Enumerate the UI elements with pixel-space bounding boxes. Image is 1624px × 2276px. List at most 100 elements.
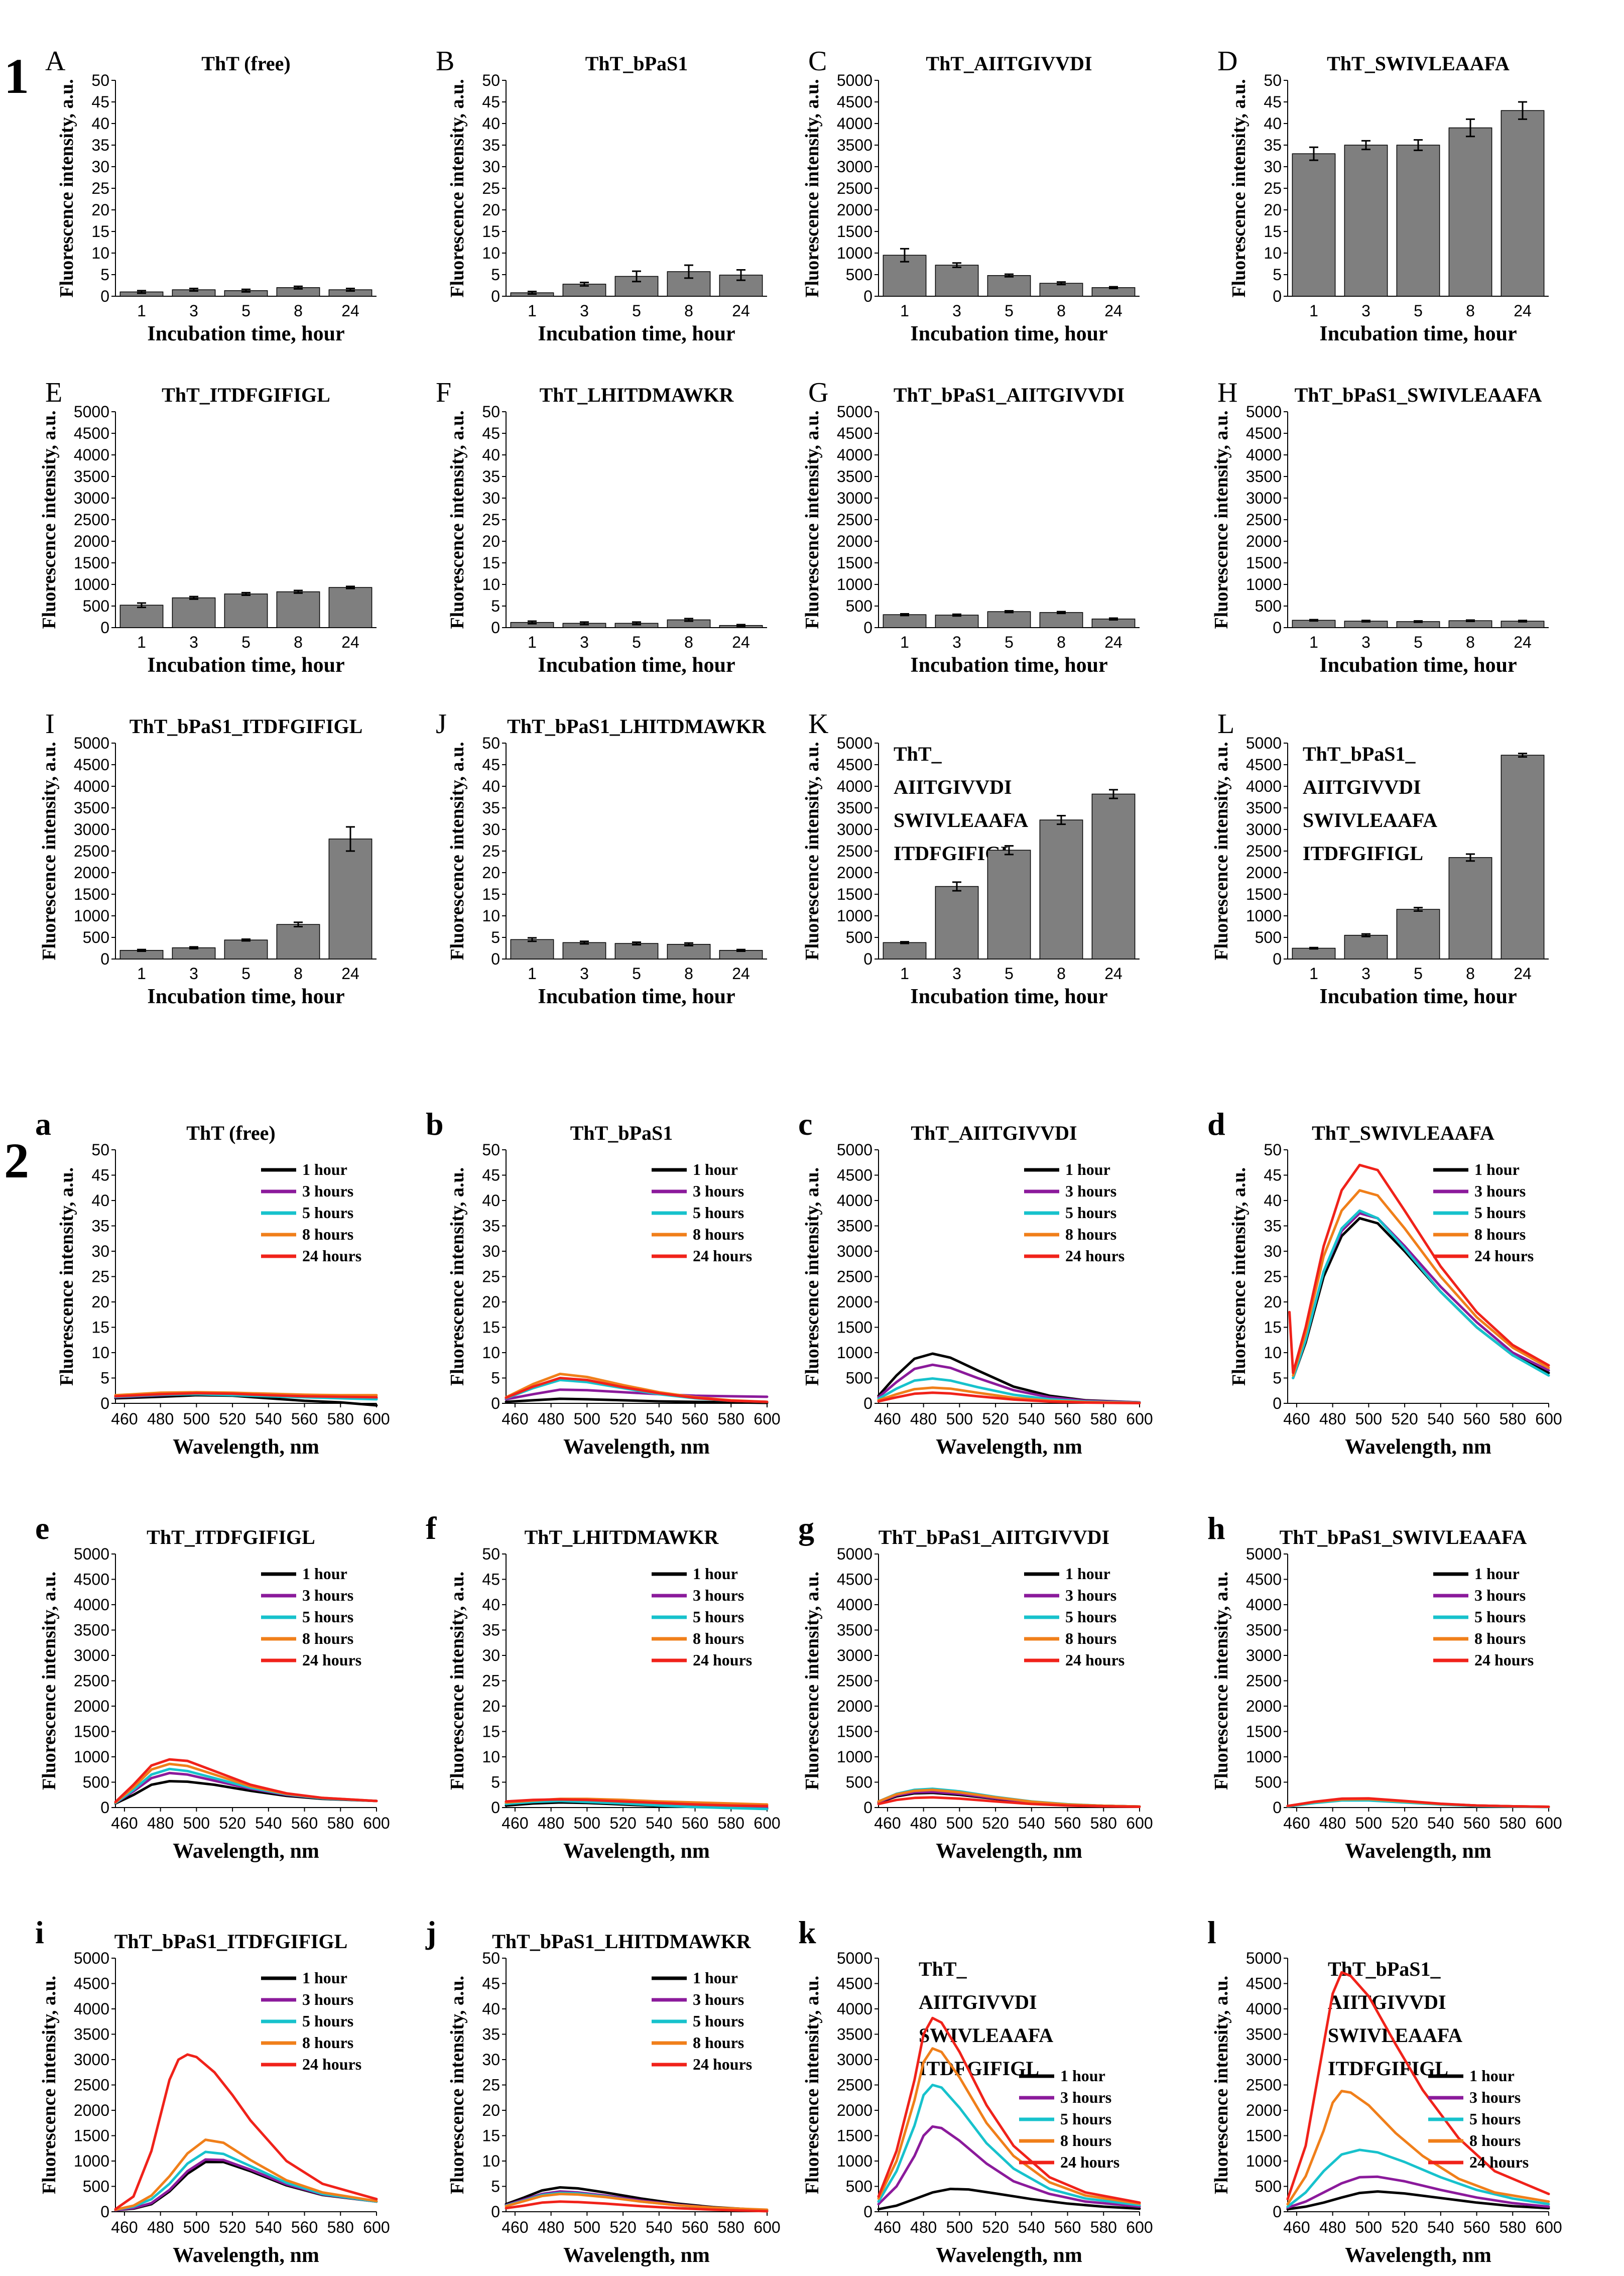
x-axis-label: Incubation time, hour xyxy=(147,322,344,345)
x-tick-label: 480 xyxy=(147,2218,174,2236)
x-tick-label: 3 xyxy=(952,302,961,320)
y-tick-label: 4500 xyxy=(1246,1571,1282,1589)
y-tick-label: 2500 xyxy=(74,511,109,529)
bar xyxy=(1344,145,1388,297)
y-tick-label: 40 xyxy=(482,1596,500,1614)
x-tick-label: 580 xyxy=(718,1814,744,1832)
x-tick-label: 5 xyxy=(1414,965,1423,983)
y-tick-label: 10 xyxy=(1264,244,1282,262)
series-line xyxy=(877,2047,1141,2205)
x-axis-label: Incubation time, hour xyxy=(910,322,1107,345)
y-tick-label: 4500 xyxy=(837,1166,872,1184)
y-tick-label: 500 xyxy=(846,1773,872,1791)
legend-label: 24 hours xyxy=(693,1247,752,1265)
panel-label: k xyxy=(798,1914,816,1950)
y-tick-label: 25 xyxy=(91,1268,109,1286)
x-tick-label: 480 xyxy=(910,2218,937,2236)
x-tick-label: 5 xyxy=(632,633,641,651)
y-tick-label: 3500 xyxy=(1246,467,1282,486)
bar xyxy=(1039,612,1083,628)
x-tick-label: 8 xyxy=(1466,633,1475,651)
y-tick-label: 0 xyxy=(863,2203,872,2221)
x-tick-label: 1 xyxy=(1309,965,1318,983)
y-tick-label: 1500 xyxy=(837,885,872,903)
y-tick-label: 25 xyxy=(1264,1268,1282,1286)
y-tick-label: 2500 xyxy=(837,511,872,529)
legend-label: 3 hours xyxy=(1474,1586,1526,1604)
y-tick-label: 35 xyxy=(91,136,109,154)
y-tick-label: 3000 xyxy=(1246,2051,1282,2069)
panel-E: E ThT_ITDFGIFIGL 0 500 1000 1500 2000 2500 3000 3… xyxy=(39,377,377,677)
series-line xyxy=(114,1758,378,1804)
panel-title: ThT_ITDFGIFIGL xyxy=(162,384,330,406)
y-tick-label: 25 xyxy=(482,1672,500,1690)
legend-label: 5 hours xyxy=(302,1204,353,1222)
y-tick-label: 5000 xyxy=(1246,1545,1282,1563)
x-tick-label: 520 xyxy=(1391,1814,1418,1832)
y-axis-label: Fluorescence intensity, a.u. xyxy=(39,410,60,629)
legend-label: 8 hours xyxy=(1065,1629,1116,1647)
x-tick-label: 460 xyxy=(111,1410,138,1428)
y-tick-label: 1000 xyxy=(1246,2152,1282,2170)
x-tick-label: 460 xyxy=(874,1410,901,1428)
y-tick-label: 1500 xyxy=(74,2127,109,2145)
panel-e: e ThT_ITDFGIFIGL 0 500 1000 1500 2000 2500 3000 3… xyxy=(35,1510,390,1863)
y-tick-label: 1500 xyxy=(1246,885,1282,903)
x-tick-label: 8 xyxy=(294,633,303,651)
x-tick-label: 24 xyxy=(341,302,359,320)
y-tick-label: 30 xyxy=(482,820,500,838)
legend-label: 1 hour xyxy=(1065,1160,1110,1178)
x-axis-label: Incubation time, hour xyxy=(1319,322,1517,345)
y-tick-label: 40 xyxy=(1264,1191,1282,1210)
x-tick-label: 24 xyxy=(1104,302,1122,320)
series-line xyxy=(505,2200,769,2213)
y-tick-label: 5 xyxy=(491,597,500,615)
panel-title: SWIVLEAAFA xyxy=(919,2024,1053,2047)
bar xyxy=(1344,934,1388,960)
y-tick-label: 10 xyxy=(482,575,500,593)
x-tick-label: 24 xyxy=(732,302,750,320)
y-tick-label: 4000 xyxy=(837,777,872,795)
y-tick-label: 4500 xyxy=(74,1975,109,1993)
series-line xyxy=(1286,1797,1550,1808)
x-axis-label: Wavelength, nm xyxy=(1345,2244,1491,2267)
y-tick-label: 20 xyxy=(1264,201,1282,219)
y-tick-label: 5000 xyxy=(74,1949,109,1967)
bar xyxy=(1091,793,1136,960)
y-tick-label: 0 xyxy=(491,2203,500,2221)
x-tick-label: 8 xyxy=(294,965,303,983)
y-tick-label: 10 xyxy=(482,244,500,262)
x-tick-label: 540 xyxy=(646,1814,672,1832)
y-tick-label: 1000 xyxy=(837,244,872,262)
x-tick-label: 460 xyxy=(502,2218,528,2236)
legend-label: 5 hours xyxy=(1065,1608,1116,1626)
y-tick-label: 5000 xyxy=(1246,403,1282,421)
y-tick-label: 0 xyxy=(1273,1799,1282,1817)
y-axis-label: Fluorescence intensity, a.u. xyxy=(447,1976,468,2194)
y-tick-label: 20 xyxy=(482,864,500,882)
y-tick-label: 0 xyxy=(1273,950,1282,968)
x-tick-label: 1 xyxy=(137,633,146,651)
y-axis-label: Fluorescence intensity, a.u. xyxy=(1228,79,1250,297)
legend-label: 3 hours xyxy=(1474,1182,1526,1200)
y-tick-label: 3000 xyxy=(837,820,872,838)
y-tick-label: 4000 xyxy=(1246,777,1282,795)
x-tick-label: 3 xyxy=(952,633,961,651)
y-tick-label: 0 xyxy=(491,619,500,637)
legend-label: 1 hour xyxy=(1065,1565,1110,1583)
y-tick-label: 1500 xyxy=(74,885,109,903)
x-tick-label: 500 xyxy=(183,2218,210,2236)
y-tick-label: 4000 xyxy=(1246,446,1282,464)
y-tick-label: 45 xyxy=(482,1975,500,1993)
y-tick-label: 35 xyxy=(1264,136,1282,154)
legend-label: 5 hours xyxy=(1060,2110,1111,2128)
y-tick-label: 5 xyxy=(491,928,500,946)
series-line xyxy=(114,2053,378,2211)
y-tick-label: 4000 xyxy=(837,1191,872,1210)
y-tick-label: 5000 xyxy=(837,1141,872,1159)
x-axis-label: Incubation time, hour xyxy=(910,985,1107,1008)
y-tick-label: 2000 xyxy=(1246,864,1282,882)
bar xyxy=(328,838,372,960)
panel-label: h xyxy=(1207,1510,1225,1546)
x-tick-label: 3 xyxy=(1361,633,1370,651)
